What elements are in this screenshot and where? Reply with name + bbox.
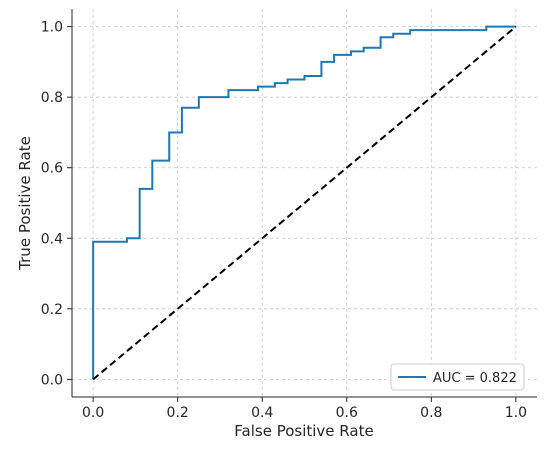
y-tick-label: 0.6 <box>41 161 63 177</box>
x-tick-label: 0.6 <box>336 405 358 421</box>
axes-layer <box>71 9 537 398</box>
ticks-layer: 0.0 0.2 0.4 0.6 0.8 1.0 0.0 0.2 0.4 0.6 0.8 1.0 <box>41 20 527 421</box>
legend: AUC = 0.822 <box>390 363 525 391</box>
chance-diagonal-line <box>92 25 517 381</box>
series-layer <box>92 25 517 381</box>
x-tick-label: 0.8 <box>420 405 442 421</box>
y-tick-label: 0.8 <box>41 90 63 106</box>
y-tick-label: 1.0 <box>41 20 63 36</box>
x-tick-label: 0.4 <box>251 405 273 421</box>
x-tick-label: 0.0 <box>82 405 104 421</box>
roc-curve-line <box>92 25 516 380</box>
y-axis-label: True Positive Rate <box>16 136 34 271</box>
y-tick-label: 0.2 <box>41 302 63 318</box>
legend-box <box>390 363 525 391</box>
x-tick-label: 1.0 <box>505 405 527 421</box>
y-tick-label: 0.4 <box>41 231 63 247</box>
x-axis-label: False Positive Rate <box>234 422 373 440</box>
y-tick-label: 0.0 <box>41 372 63 388</box>
legend-label: AUC = 0.822 <box>433 371 517 386</box>
x-tick-label: 0.2 <box>167 405 189 421</box>
grid-layer <box>72 9 537 397</box>
